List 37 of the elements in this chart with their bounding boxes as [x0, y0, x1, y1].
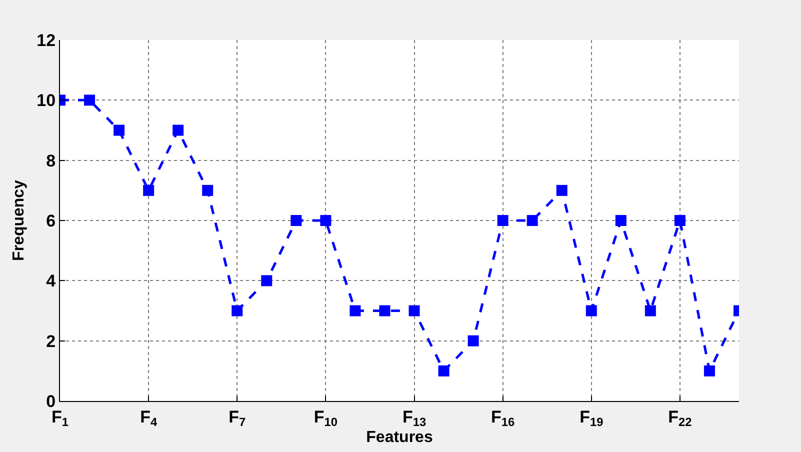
- x-tick-label: F$_{22}$: [668, 407, 692, 429]
- x-tick-label: F$_{10}$: [314, 407, 338, 429]
- x-tick-label: F$_{7}$: [228, 407, 246, 429]
- x-tick-label: F$_{4}$: [140, 407, 158, 429]
- point: [644, 305, 656, 316]
- point: [438, 365, 450, 376]
- point: [172, 124, 184, 136]
- y-tick-label: 10: [36, 91, 56, 110]
- y-tick-label: 12: [36, 30, 56, 50]
- y-tick-label: 8: [46, 151, 56, 170]
- point: [202, 184, 214, 196]
- y-axis-title: Frequency: [10, 180, 28, 261]
- point: [615, 215, 626, 226]
- point: [526, 215, 538, 226]
- point: [674, 215, 686, 226]
- point: [704, 365, 715, 376]
- point: [261, 275, 272, 286]
- point: [290, 215, 302, 226]
- y-tick-label: 6: [46, 211, 56, 230]
- point: [468, 335, 479, 346]
- x-tick-label: F$_{16}$: [491, 407, 516, 429]
- point: [114, 124, 125, 136]
- point: [408, 305, 420, 316]
- y-tick-label: 2: [46, 332, 56, 351]
- x-tick-label: F$_{13}$: [402, 407, 426, 429]
- point: [350, 305, 361, 316]
- point: [84, 94, 96, 106]
- x-axis-title: Features: [366, 428, 433, 446]
- point: [143, 184, 154, 196]
- point: [379, 305, 390, 316]
- point: [556, 184, 568, 196]
- point: [232, 305, 243, 316]
- point: [497, 215, 508, 226]
- point: [320, 215, 332, 226]
- x-tick-label: F$_{19}$: [580, 407, 604, 429]
- y-tick-label: 4: [46, 272, 56, 291]
- point: [586, 305, 597, 316]
